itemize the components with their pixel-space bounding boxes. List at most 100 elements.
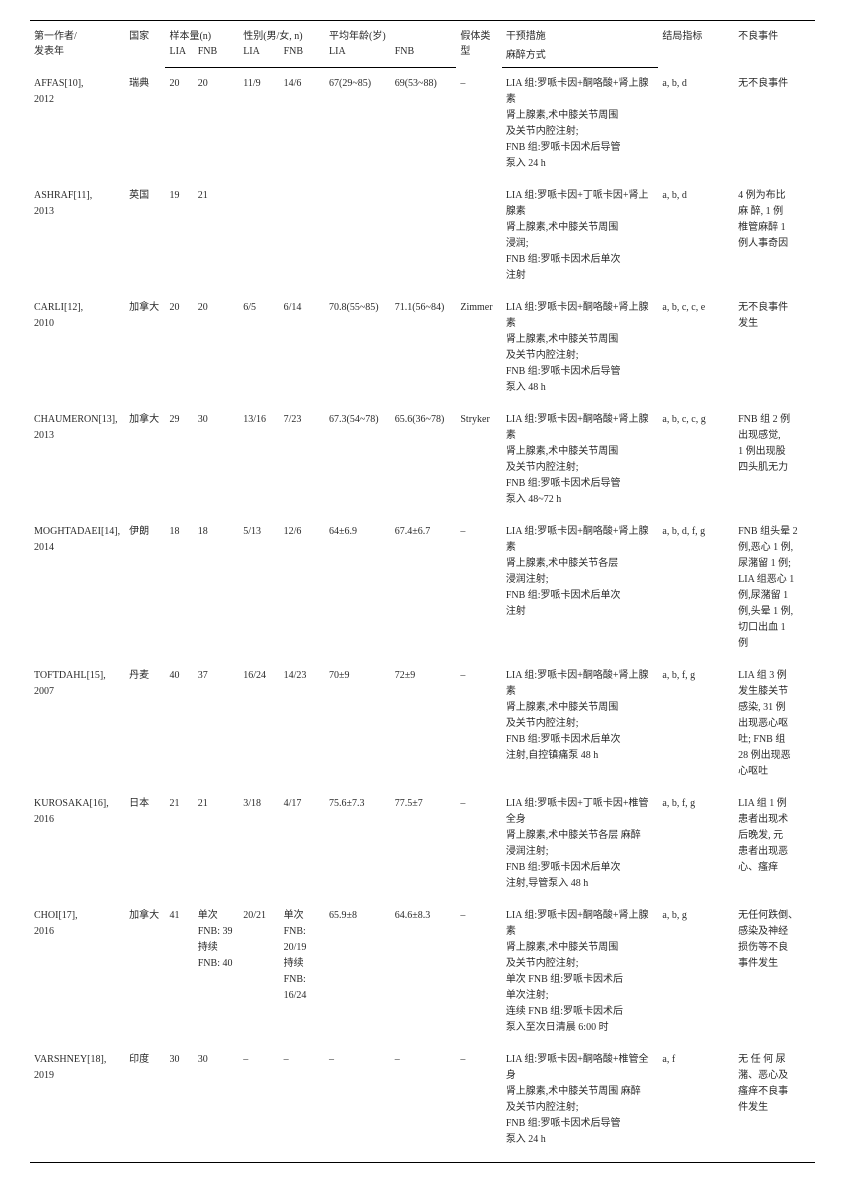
cell-n-lia: 18 <box>165 516 193 660</box>
cell-n-fnb: 18 <box>194 516 239 660</box>
cell-intervention: LIA 组:罗哌卡因+丁哌卡因+椎管全身 肾上腺素,术中膝关节各层 麻醉 浸润注… <box>502 788 659 900</box>
cell-sex-lia: 13/16 <box>239 404 279 516</box>
cell-author: CHOI[17], 2016 <box>30 900 125 1044</box>
col-intervention-sub: 麻醉方式 <box>502 44 659 68</box>
col-outcome: 结局指标 <box>658 21 734 68</box>
cell-adverse: LIA 组 1 例 患者出现术 后晚发, 元 患者出现恶 心、瘙痒 <box>734 788 815 900</box>
col-adverse: 不良事件 <box>734 21 815 68</box>
cell-outcome: a, b, d <box>658 68 734 181</box>
cell-age-lia: – <box>325 1044 391 1163</box>
cell-sex-fnb: 14/6 <box>280 68 325 181</box>
cell-age-fnb: 65.6(36~78) <box>391 404 457 516</box>
col-sex-lia: LIA <box>239 44 279 68</box>
cell-sex-fnb: 12/6 <box>280 516 325 660</box>
table-row: AFFAS[10], 2012瑞典202011/914/667(29~85)69… <box>30 68 815 181</box>
cell-age-lia: 67.3(54~78) <box>325 404 391 516</box>
cell-n-lia: 19 <box>165 180 193 292</box>
col-age-lia: LIA <box>325 44 391 68</box>
cell-country: 加拿大 <box>125 900 165 1044</box>
col-country: 国家 <box>125 21 165 68</box>
cell-prosthesis: Zimmer <box>456 292 501 404</box>
table-row: CHOI[17], 2016加拿大41单次 FNB: 39 持续 FNB: 40… <box>30 900 815 1044</box>
cell-age-lia: 67(29~85) <box>325 68 391 181</box>
cell-sex-lia: 5/13 <box>239 516 279 660</box>
col-author: 第一作者/ 发表年 <box>30 21 125 68</box>
table-row: CHAUMERON[13], 2013加拿大293013/167/2367.3(… <box>30 404 815 516</box>
cell-age-fnb: 67.4±6.7 <box>391 516 457 660</box>
cell-age-lia <box>325 180 391 292</box>
cell-n-fnb: 单次 FNB: 39 持续 FNB: 40 <box>194 900 239 1044</box>
table-row: MOGHTADAEI[14], 2014伊朗18185/1312/664±6.9… <box>30 516 815 660</box>
col-sample: 样本量(n) <box>165 21 239 45</box>
cell-prosthesis: – <box>456 900 501 1044</box>
cell-intervention: LIA 组:罗哌卡因+酮咯酸+肾上腺素 肾上腺素,术中膝关节周围 及关节内腔注射… <box>502 404 659 516</box>
cell-outcome: a, b, f, g <box>658 788 734 900</box>
cell-n-lia: 21 <box>165 788 193 900</box>
cell-outcome: a, b, d <box>658 180 734 292</box>
cell-outcome: a, b, g <box>658 900 734 1044</box>
cell-country: 日本 <box>125 788 165 900</box>
cell-author: MOGHTADAEI[14], 2014 <box>30 516 125 660</box>
cell-prosthesis: – <box>456 1044 501 1163</box>
table-row: CARLI[12], 2010加拿大20206/56/1470.8(55~85)… <box>30 292 815 404</box>
cell-adverse: FNB 组 2 例 出现感觉, 1 例出现股 四头肌无力 <box>734 404 815 516</box>
cell-age-fnb <box>391 180 457 292</box>
cell-adverse: 无 任 何 尿 潴、恶心及 瘙痒不良事 件发生 <box>734 1044 815 1163</box>
cell-sex-lia: 20/21 <box>239 900 279 1044</box>
cell-age-fnb: 72±9 <box>391 660 457 788</box>
cell-intervention: LIA 组:罗哌卡因+酮咯酸+肾上腺素 肾上腺素,术中膝关节周围 及关节内腔注射… <box>502 292 659 404</box>
cell-intervention: LIA 组:罗哌卡因+酮咯酸+肾上腺素 肾上腺素,术中膝关节周围 及关节内腔注射… <box>502 660 659 788</box>
cell-author: KUROSAKA[16], 2016 <box>30 788 125 900</box>
cell-country: 加拿大 <box>125 292 165 404</box>
cell-prosthesis: – <box>456 516 501 660</box>
cell-n-lia: 30 <box>165 1044 193 1163</box>
cell-adverse: LIA 组 3 例 发生膝关节 感染, 31 例 出现恶心呕 吐; FNB 组 … <box>734 660 815 788</box>
cell-adverse: FNB 组头晕 2 例,恶心 1 例, 尿潴留 1 例; LIA 组恶心 1 例… <box>734 516 815 660</box>
col-sample-lia: LIA <box>165 44 193 68</box>
cell-age-lia: 65.9±8 <box>325 900 391 1044</box>
cell-sex-fnb: 7/23 <box>280 404 325 516</box>
cell-age-fnb: 77.5±7 <box>391 788 457 900</box>
cell-sex-lia: 6/5 <box>239 292 279 404</box>
cell-author: AFFAS[10], 2012 <box>30 68 125 181</box>
cell-sex-fnb: 4/17 <box>280 788 325 900</box>
col-prosthesis: 假体类型 <box>456 21 501 68</box>
cell-adverse: 无不良事件 <box>734 68 815 181</box>
cell-n-fnb: 21 <box>194 788 239 900</box>
cell-sex-fnb: 14/23 <box>280 660 325 788</box>
cell-n-fnb: 21 <box>194 180 239 292</box>
table-row: ASHRAF[11], 2013英国1921 LIA 组:罗哌卡因+丁哌卡因+肾上… <box>30 180 815 292</box>
cell-intervention: LIA 组:罗哌卡因+丁哌卡因+肾上腺素 肾上腺素,术中膝关节周围 浸润; FN… <box>502 180 659 292</box>
cell-country: 伊朗 <box>125 516 165 660</box>
col-intervention: 干预措施 <box>502 21 659 45</box>
cell-age-lia: 64±6.9 <box>325 516 391 660</box>
cell-outcome: a, b, d, f, g <box>658 516 734 660</box>
cell-author: VARSHNEY[18], 2019 <box>30 1044 125 1163</box>
cell-author: CARLI[12], 2010 <box>30 292 125 404</box>
cell-sex-lia <box>239 180 279 292</box>
cell-country: 英国 <box>125 180 165 292</box>
cell-n-fnb: 30 <box>194 1044 239 1163</box>
cell-sex-fnb: – <box>280 1044 325 1163</box>
cell-age-lia: 75.6±7.3 <box>325 788 391 900</box>
cell-intervention: LIA 组:罗哌卡因+酮咯酸+肾上腺素 肾上腺素,术中膝关节周围 及关节内腔注射… <box>502 68 659 181</box>
cell-age-lia: 70.8(55~85) <box>325 292 391 404</box>
cell-sex-lia: 11/9 <box>239 68 279 181</box>
cell-prosthesis: – <box>456 788 501 900</box>
cell-age-fnb: 64.6±8.3 <box>391 900 457 1044</box>
cell-prosthesis <box>456 180 501 292</box>
cell-intervention: LIA 组:罗哌卡因+酮咯酸+肾上腺素 肾上腺素,术中膝关节周围 及关节内腔注射… <box>502 900 659 1044</box>
cell-adverse: 4 例为布比 麻 醉, 1 例 椎管麻醉 1 例人事奇因 <box>734 180 815 292</box>
cell-sex-lia: 3/18 <box>239 788 279 900</box>
cell-outcome: a, b, c, c, g <box>658 404 734 516</box>
cell-sex-lia: – <box>239 1044 279 1163</box>
cell-sex-fnb: 单次 FNB: 20/19 持续 FNB: 16/24 <box>280 900 325 1044</box>
cell-adverse: 无不良事件 发生 <box>734 292 815 404</box>
cell-sex-lia: 16/24 <box>239 660 279 788</box>
cell-age-fnb: – <box>391 1044 457 1163</box>
cell-author: ASHRAF[11], 2013 <box>30 180 125 292</box>
col-sex: 性别(男/女, n) <box>239 21 325 45</box>
cell-n-fnb: 20 <box>194 292 239 404</box>
cell-intervention: LIA 组:罗哌卡因+酮咯酸+肾上腺素 肾上腺素,术中膝关节各层 浸润注射; F… <box>502 516 659 660</box>
cell-country: 加拿大 <box>125 404 165 516</box>
